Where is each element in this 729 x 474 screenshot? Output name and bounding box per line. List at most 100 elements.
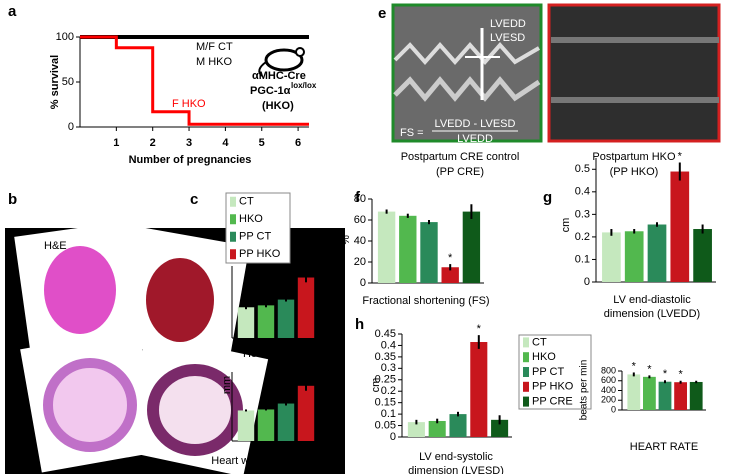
y-tick-label: 0.1 [381,408,396,420]
legend-box [518,334,592,410]
y-tick-label: 0 [390,431,396,443]
significance: * [647,363,652,375]
bar [689,381,703,410]
y-tick-label: 40 [354,235,366,247]
x-axis-label: Heart weight/Tibial Length [211,455,338,467]
significance: * [632,360,637,372]
mouse: αMHC-Cre PGC-1α lox/lox (HKO) [250,47,317,112]
caption: (PP HKO) [610,166,659,178]
mouse-icon [264,48,304,72]
annotation: F HKO [172,98,206,110]
legend-swatch [230,196,236,207]
legend-swatch [523,396,529,407]
image-label: H&E [44,240,67,252]
x-axis-label: Heart Weight [243,348,307,360]
y-axis-label: mm [221,376,233,394]
arrow-label: LVESD [490,32,525,44]
significance: * [678,150,683,162]
legend-swatch [230,214,236,225]
panel-label: e [378,5,386,22]
x-tick-label: 6 [295,137,301,149]
bar [297,385,315,441]
heart-section [147,364,243,456]
mouse-label: (HKO) [262,100,294,112]
y-tick-label: 0.1 [575,253,590,265]
heart-section [44,246,116,334]
legend-swatch [523,352,529,363]
y-tick-label: 0.3 [575,208,590,220]
x-axis-label: dimension (LVEDD) [604,308,700,320]
panel-label: c [190,191,198,208]
significance: * [678,369,683,381]
legend-swatch [523,381,529,392]
y-tick-label: 60 [354,214,366,226]
x-tick-label: 3 [186,137,192,149]
heart-section [43,358,137,452]
bar [658,381,672,410]
y-axis-label: cm [370,378,382,393]
bar [470,342,488,437]
y-tick-label: 0.5 [575,163,590,175]
y-tick-label: 0.35 [375,351,396,363]
y-axis-label: beats per min [579,360,590,421]
y-axis-label: % [340,235,352,245]
bar [277,299,295,338]
x-axis-label: dimension (LVESD) [408,465,504,474]
legend-label: HKO [532,351,556,363]
x-tick-label: 2 [150,137,156,149]
x-tick-label: 4 [222,137,229,149]
echo-image [547,3,721,143]
y-tick-label: 0 [68,121,74,133]
annotation: M/F CT [196,41,233,53]
bar [407,422,425,437]
significance: * [448,252,453,264]
bar [674,382,687,410]
bar [643,376,656,410]
legend-label: CT [532,336,547,348]
legend-swatch [523,367,529,377]
bar [257,305,275,338]
y-tick-label: 80 [354,193,366,205]
y-tick-label: 0.2 [575,231,590,243]
bar [670,171,690,282]
significance: * [304,369,309,381]
y-tick-label: 0.25 [375,374,396,386]
histology-image: H&E [5,220,345,474]
legend-swatch [523,337,529,348]
y-tick-label: 0 [584,276,590,288]
legend-label: PP CT [532,366,564,378]
panel-label: b [8,191,17,208]
bar [297,277,315,338]
caption: Postpartum CRE control [401,151,520,163]
y-tick-label: 0.3 [381,362,396,374]
y-tick-label: 0.2 [381,385,396,397]
mouse-icon [258,61,267,77]
bar [602,232,621,282]
legend-label: PP CT [239,231,271,243]
bar [462,211,481,283]
bar [624,231,644,282]
panel-label: g [543,189,552,206]
significance: * [663,368,668,380]
panel-label: h [355,316,364,333]
legend-label: CT [239,196,254,208]
y-tick-label: 0.15 [375,397,396,409]
mouse-label: lox/lox [291,81,317,90]
formula: LVEDD [457,133,493,145]
significance: * [477,323,482,335]
y-axis-label: % survival [49,55,61,109]
y-tick-label: 20 [354,256,366,268]
y-tick-label: 0.4 [381,339,396,351]
y-tick-label: 800 [601,365,616,375]
echo-images: LVEDD LVESD FS = LVEDD - LVESD LVEDD Pos… [391,3,721,178]
bar [237,307,255,338]
bar [449,414,467,437]
panel-label: f [355,189,361,206]
bar [627,374,641,410]
echo-trace [551,37,719,103]
legend-swatch [230,249,236,260]
caption: Postpartum HKO [592,151,676,163]
bar [277,403,295,441]
bar [647,224,667,282]
